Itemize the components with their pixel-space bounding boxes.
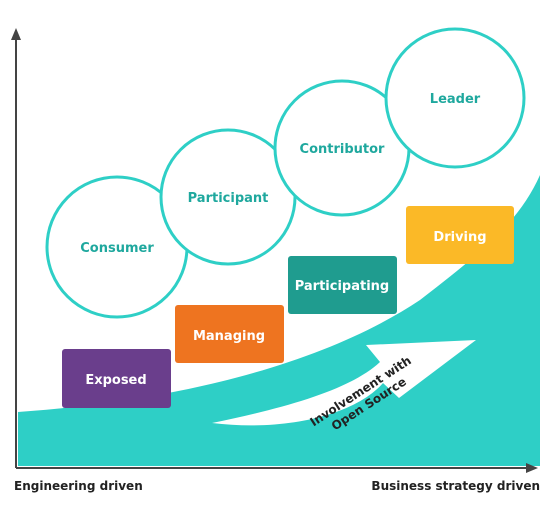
role-label-participant: Participant [188,191,269,206]
growth-area [18,175,540,466]
stage-label-participating: Participating [295,279,390,294]
stage-box-managing: Managing [175,305,284,363]
x-axis-right-label: Business strategy driven [371,479,540,493]
x-axis-left-label: Engineering driven [14,479,143,493]
y-axis-arrowhead [11,28,21,40]
x-axis-arrowhead [526,463,538,473]
stage-box-participating: Participating [288,256,397,314]
role-label-leader: Leader [430,92,481,107]
stage-label-managing: Managing [193,329,265,344]
role-label-contributor: Contributor [300,142,386,157]
role-circle-participant: Participant [159,128,297,266]
role-circle-leader: Leader [384,27,526,169]
involvement-arrow [212,340,476,426]
stage-box-driving: Driving [406,206,514,264]
stage-box-exposed: Exposed [62,349,171,408]
role-label-consumer: Consumer [80,241,154,256]
role-circle-contributor: Contributor [273,79,411,217]
stage-label-exposed: Exposed [85,373,146,388]
stage-label-driving: Driving [433,230,486,245]
role-circle-consumer: Consumer [45,175,189,319]
